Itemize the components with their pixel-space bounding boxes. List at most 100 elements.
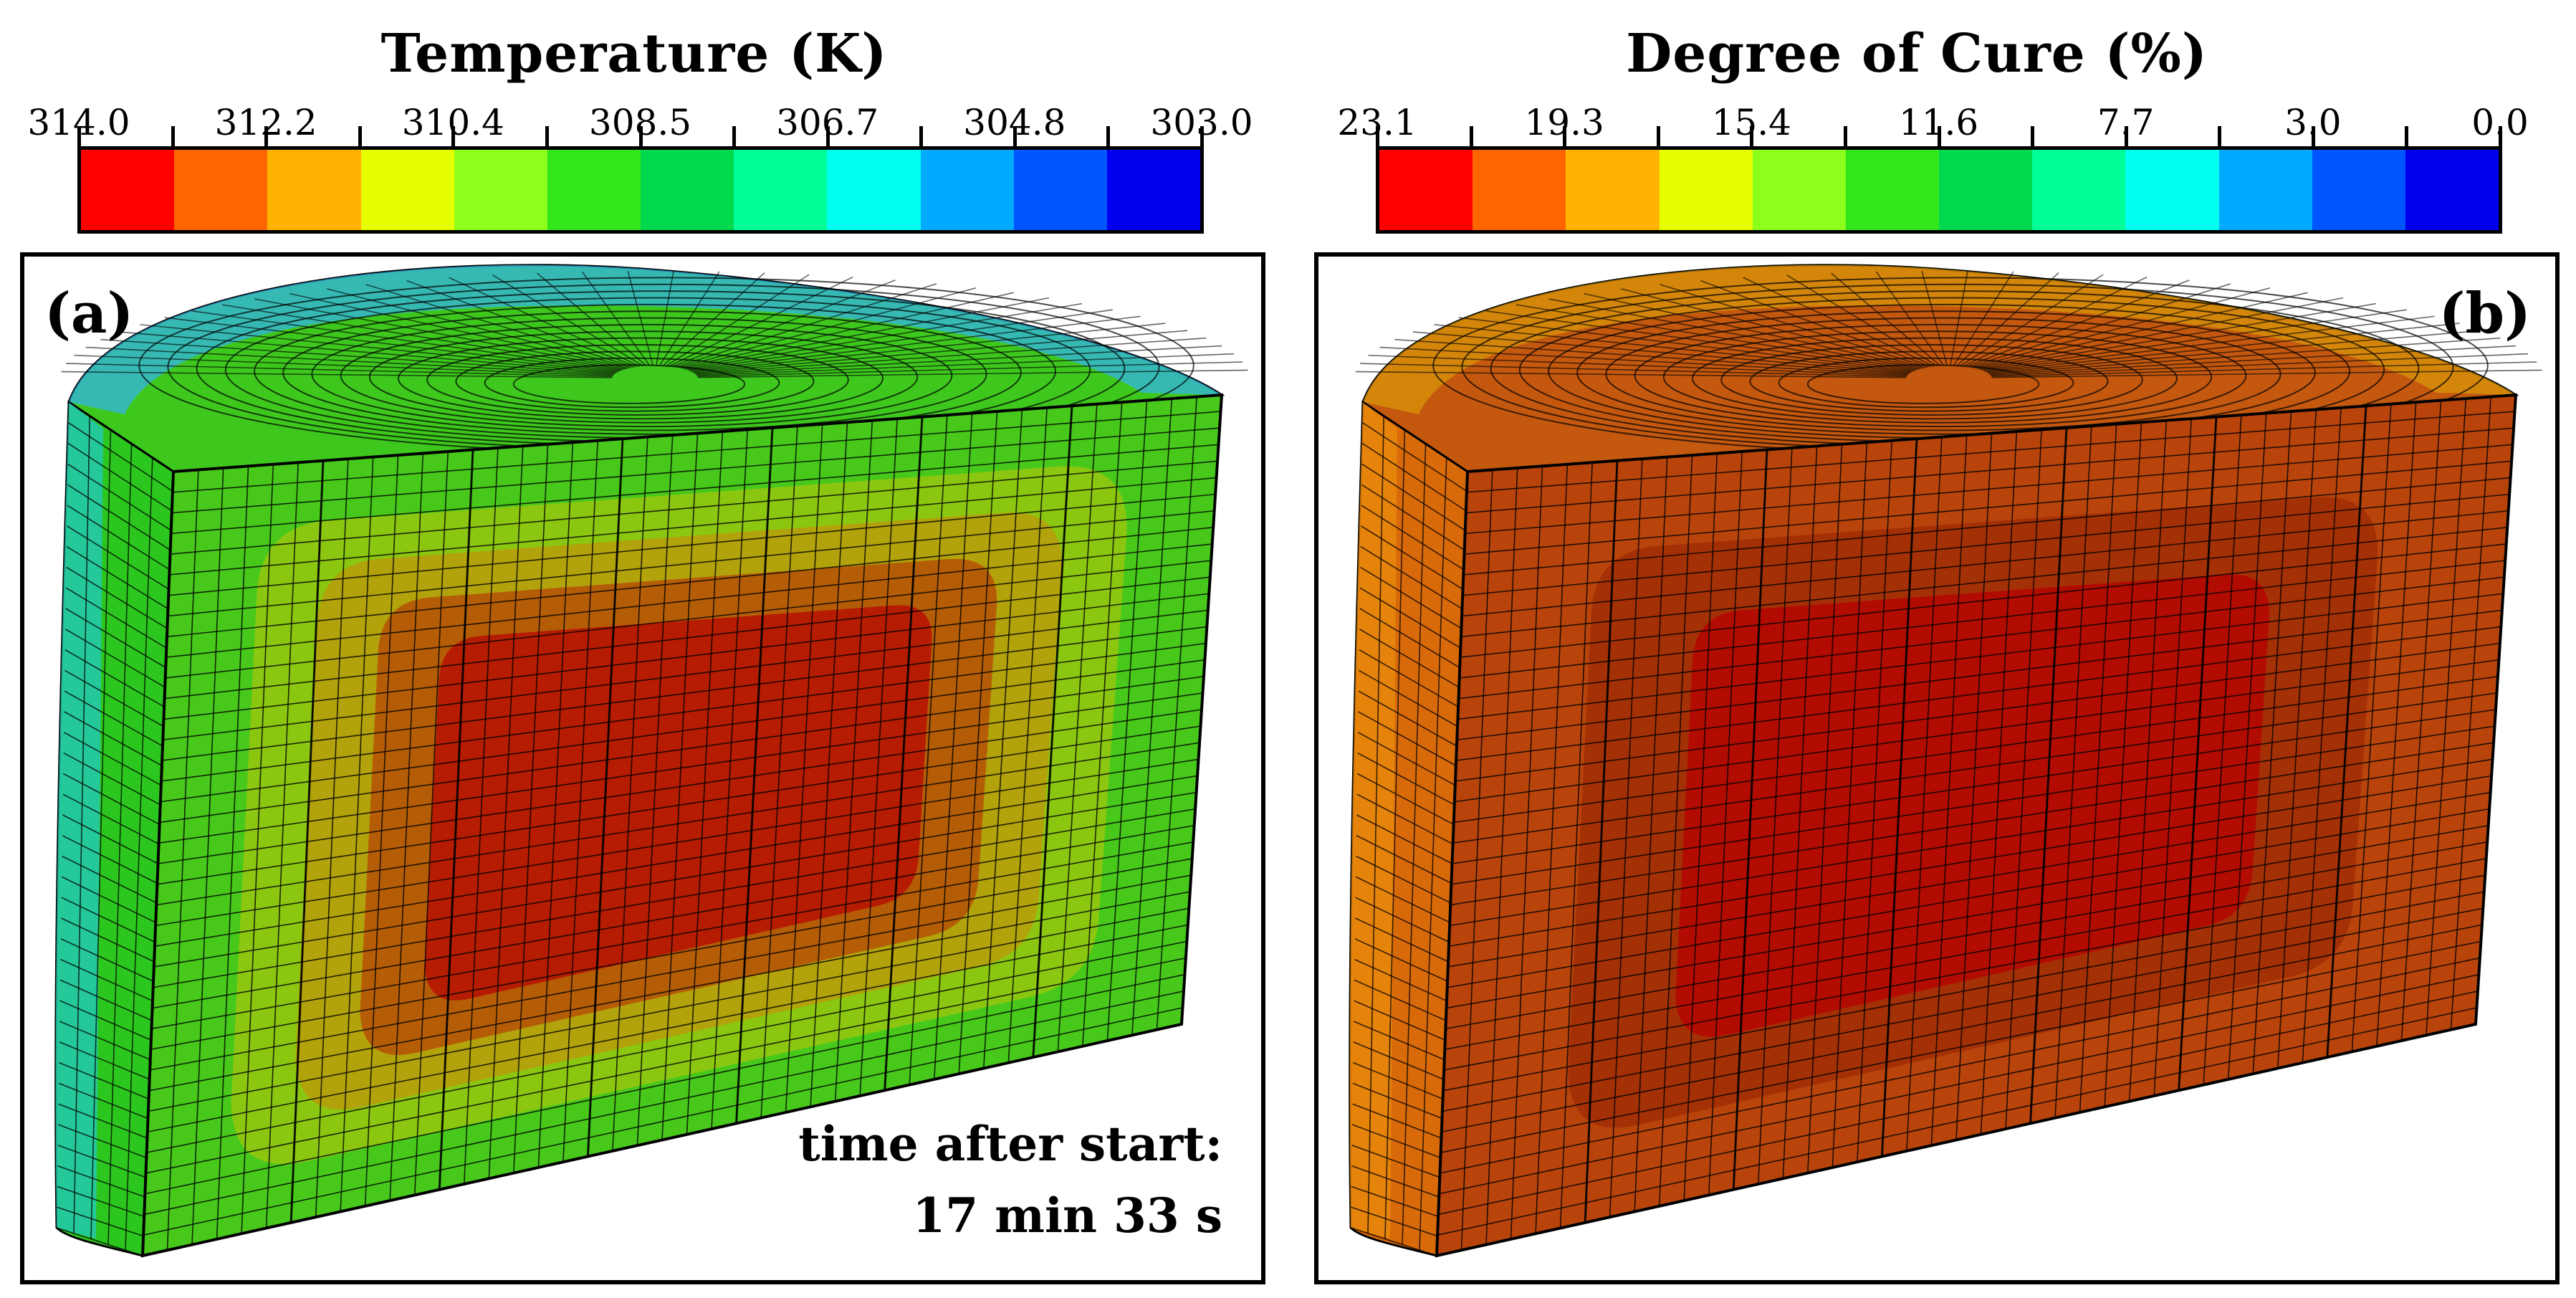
side-mesh-line <box>1352 1103 1442 1139</box>
side-mesh-line <box>62 814 158 864</box>
side-mesh-line <box>58 1082 148 1120</box>
top-mesh-line <box>671 280 896 368</box>
front-mesh-line <box>153 791 1197 968</box>
temperature-colorbar-segment <box>1106 150 1201 230</box>
front-block-edge <box>735 427 774 1124</box>
temperature-colorbar-segment <box>360 150 454 230</box>
side-mesh-line <box>1355 897 1450 943</box>
panel-b: (b) <box>1314 252 2560 1284</box>
side-mesh-line <box>1360 545 1462 610</box>
front-mesh-line <box>162 626 1207 761</box>
top-mesh-line <box>118 331 616 374</box>
front-block-edge <box>884 416 924 1091</box>
top-mesh-line <box>1983 315 2435 372</box>
front-mesh-line <box>145 973 1185 1195</box>
temperature-colorbar-segment <box>1013 150 1107 230</box>
panel-a-label: (a) <box>44 281 134 346</box>
front-mesh-line <box>146 940 1187 1153</box>
front-block-edge <box>289 460 325 1223</box>
front-mesh-line <box>1450 742 2494 906</box>
side-mesh-line <box>1357 752 1455 806</box>
side-mesh-line <box>1356 773 1455 826</box>
top-mesh-line <box>398 337 884 420</box>
front-mesh-line <box>171 427 1220 514</box>
top-mesh-line <box>484 357 780 409</box>
front-mesh-line <box>1440 957 2481 1174</box>
cure-colorbar-tickmark <box>2405 126 2409 146</box>
front-face-outline <box>1435 393 2518 1258</box>
side-mesh-line <box>57 1145 146 1178</box>
side-mesh-line <box>57 1185 145 1218</box>
front-mesh-line <box>1444 874 2486 1071</box>
front-mesh-line <box>1441 924 2482 1133</box>
panel-b-label: (b) <box>2438 281 2531 346</box>
top-mesh-line <box>455 350 815 412</box>
front-block-edge <box>1032 406 1073 1058</box>
top-mesh-line <box>1692 337 2178 420</box>
side-mesh-line <box>1360 566 1462 629</box>
top-mesh-line <box>669 276 853 367</box>
front-mesh-line <box>1459 560 2506 679</box>
top-mesh-line <box>74 354 613 376</box>
side-mesh-line <box>65 587 167 649</box>
side-mesh-line <box>66 545 168 610</box>
cure-colorbar-tickmark <box>2124 126 2128 146</box>
top-mesh-line <box>693 330 1188 373</box>
side-mesh-line <box>1362 422 1467 492</box>
side-mesh-line <box>64 711 163 766</box>
side-mesh-line <box>59 1041 150 1080</box>
front-block-edge <box>1732 449 1768 1190</box>
front-mesh-line <box>150 874 1192 1071</box>
top-mesh-line <box>1991 369 2542 378</box>
top-mesh-line <box>1991 353 2529 376</box>
side-mesh-line <box>61 876 156 923</box>
cure-colorbar-segment <box>1939 150 2033 230</box>
cure-colorbar-tickmark <box>1376 126 1379 146</box>
top-mesh-line <box>683 297 1050 370</box>
cure-colorbar-tickmark <box>2218 126 2222 146</box>
top-mesh-line <box>221 304 624 371</box>
top-mesh-line <box>340 323 953 428</box>
side-mesh-line <box>1356 835 1452 884</box>
front-mesh-line <box>165 560 1212 679</box>
side-mesh-line <box>1353 1021 1445 1061</box>
side-mesh-line <box>1351 1124 1441 1158</box>
cure-colorbar-segment <box>1566 150 1660 230</box>
temperature-colorbar-segment <box>174 150 268 230</box>
temperature-colorbar-tickmark <box>264 126 269 146</box>
front-mesh-line <box>166 527 1214 638</box>
front-mesh-line <box>1453 675 2499 824</box>
side-mesh-line <box>1359 608 1460 669</box>
side-mesh-line <box>125 457 153 1251</box>
side-mesh-line <box>1353 1041 1444 1080</box>
top-mesh-line <box>1982 309 2407 371</box>
side-mesh-line <box>57 1165 145 1198</box>
side-mesh-line <box>66 566 168 629</box>
front-mesh-line <box>170 460 1218 555</box>
top-mesh-line <box>1806 364 2040 404</box>
front-mesh-line <box>1445 858 2486 1050</box>
side-mesh-line <box>64 669 164 727</box>
front-mesh-line <box>159 675 1205 824</box>
front-mesh-line <box>166 543 1212 658</box>
front-mesh-line <box>154 775 1198 947</box>
top-mesh-line <box>696 345 1222 376</box>
top-mesh-line <box>685 302 1083 371</box>
side-mesh-line <box>68 422 173 492</box>
front-mesh-line <box>1448 775 2492 947</box>
side-mesh-line <box>1361 442 1467 512</box>
top-mesh-line <box>1953 271 2014 366</box>
front-block-edge <box>438 449 474 1190</box>
cure-colorbar-segment <box>2218 150 2312 230</box>
side-mesh-line <box>68 401 174 472</box>
side-mesh-line <box>1354 979 1447 1021</box>
top-mesh-line <box>1516 304 1918 371</box>
side-mesh-line <box>63 752 161 806</box>
front-mesh-line <box>169 477 1217 576</box>
front-mesh-line <box>160 659 1205 803</box>
side-mesh-line <box>1354 938 1448 982</box>
top-mesh-line <box>1987 330 2482 373</box>
side-mesh-line <box>64 649 165 707</box>
temperature-colorbar-tickmark <box>1200 126 1204 146</box>
top-mesh-line <box>659 271 720 366</box>
